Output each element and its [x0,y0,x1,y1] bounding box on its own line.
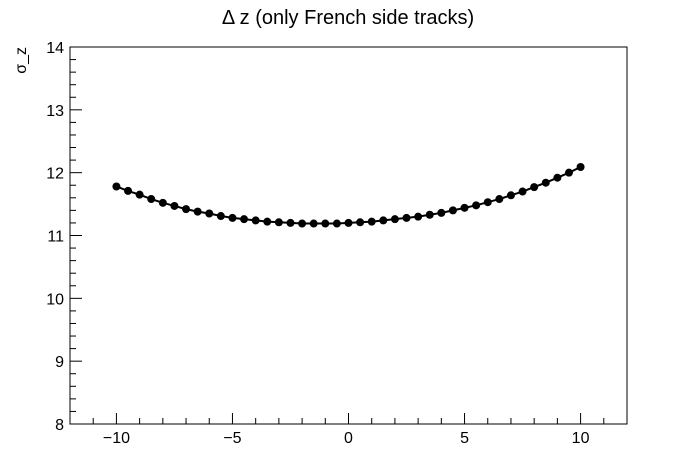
data-point [228,213,237,222]
data-point [530,183,539,192]
data-point [356,218,365,227]
data-point [135,190,144,199]
data-point [425,210,434,219]
data-point [286,218,295,227]
data-point [216,212,225,221]
chart-title: Δ z (only French side tracks) [222,7,474,29]
data-point [158,198,167,207]
tick-labels: −10 −5 0 5 10 8 9 10 11 12 13 14 [46,40,589,447]
x-tick-label: 10 [572,430,590,447]
data-point [390,215,399,224]
y-tick-label: 14 [46,40,64,57]
data-point [367,217,376,226]
y-tick-label: 8 [55,417,64,434]
data-point [321,219,330,228]
data-series [112,163,585,228]
data-point [495,195,504,204]
y-axis-label: σ_z [13,47,30,74]
x-tick-label: −10 [103,430,130,447]
y-tick-label: 10 [46,291,64,308]
data-point [414,212,423,221]
data-point [332,219,341,228]
data-point [576,163,585,172]
data-point [298,219,307,228]
data-point [251,216,260,225]
data-point [437,208,446,217]
data-point [518,187,527,196]
data-point [506,191,515,200]
data-point [170,201,179,210]
y-tick-label: 9 [55,354,64,371]
data-point [344,218,353,227]
data-point [205,209,214,218]
x-tick-label: 5 [460,430,469,447]
data-point [541,178,550,187]
data-point [112,182,121,191]
data-point [472,201,481,210]
y-tick-label: 12 [46,166,64,183]
data-point [147,195,156,204]
x-tick-label: −5 [223,430,241,447]
data-point [483,198,492,207]
data-point [124,186,133,195]
data-point [460,203,469,212]
axis-ticks [69,46,628,425]
x-tick-label: 0 [344,430,353,447]
data-point [379,216,388,225]
data-point [182,205,191,214]
data-point [240,215,249,224]
y-tick-label: 13 [46,103,64,120]
data-point [274,218,283,227]
y-tick-label: 11 [47,229,64,246]
data-point [553,173,562,182]
data-point [309,219,318,228]
data-point [448,206,457,215]
data-point [564,168,573,177]
data-point [402,213,411,222]
data-point [193,207,202,216]
data-point [263,217,272,226]
